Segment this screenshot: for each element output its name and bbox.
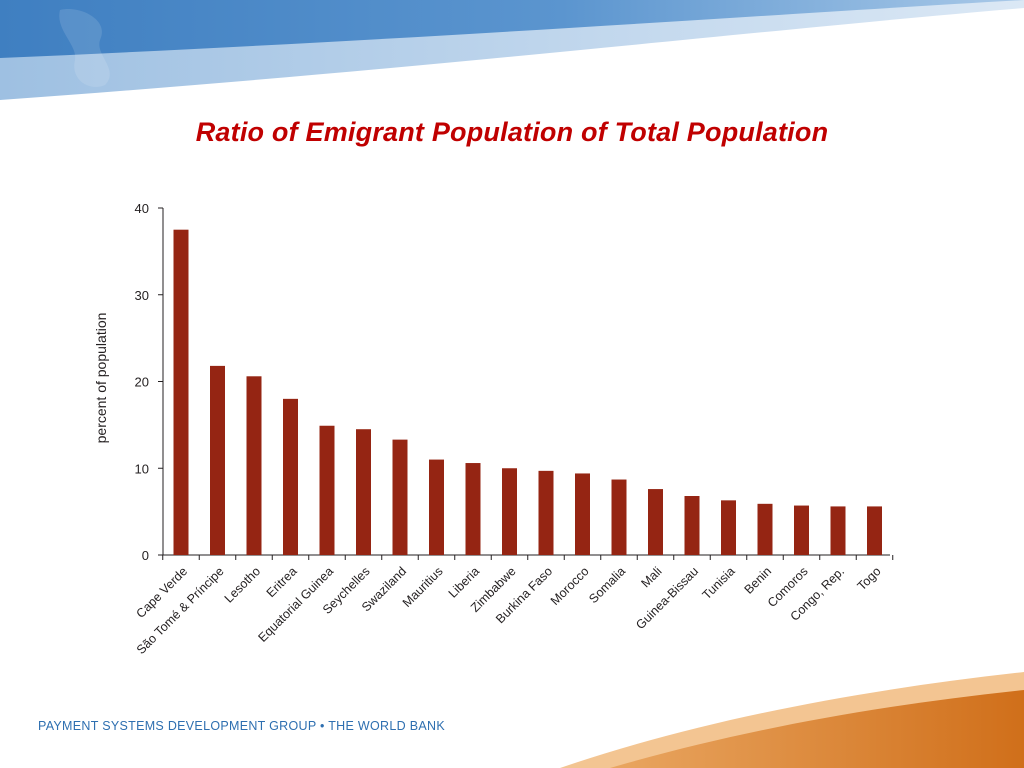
x-tick-label: Somalia <box>586 564 628 606</box>
y-axis: 0 10 20 30 40 <box>135 201 164 563</box>
y-tick-label: 0 <box>142 548 149 563</box>
x-tick-label: Tunisia <box>700 564 738 602</box>
bar <box>721 500 736 555</box>
bars <box>173 229 882 555</box>
y-tick-label: 10 <box>135 461 149 476</box>
bar <box>538 470 554 555</box>
header-banner <box>0 0 1024 100</box>
bar <box>684 496 700 555</box>
y-tick-label: 30 <box>135 288 149 303</box>
x-tick-label: Lesotho <box>222 564 263 605</box>
x-tick-label: Mali <box>639 564 665 590</box>
bar <box>429 459 444 555</box>
x-tick-label: Eritrea <box>264 564 300 600</box>
y-tick-label: 20 <box>135 375 149 390</box>
y-axis-label: percent of population <box>93 313 109 444</box>
bar <box>392 439 408 555</box>
bar <box>611 479 627 555</box>
x-tick-label: Mauritius <box>400 564 446 610</box>
bar <box>757 503 773 555</box>
y-tick-label: 40 <box>135 201 149 216</box>
footer-text: PAYMENT SYSTEMS DEVELOPMENT GROUP • THE … <box>38 719 445 733</box>
slide-title: Ratio of Emigrant Population of Total Po… <box>195 117 829 147</box>
bar <box>465 463 481 555</box>
footer-swoosh <box>560 672 1024 768</box>
bar <box>830 506 846 555</box>
bar <box>502 468 517 555</box>
bar <box>283 398 298 555</box>
x-tick-label: Morocco <box>548 564 592 608</box>
bar <box>794 505 809 555</box>
bar <box>356 429 371 555</box>
bar <box>210 365 225 555</box>
bar <box>173 229 189 555</box>
bar <box>648 489 663 555</box>
x-tick-label: Benin <box>742 564 775 597</box>
x-tick-label: Togo <box>855 564 884 593</box>
bar <box>319 425 335 555</box>
bar <box>246 376 262 555</box>
bar <box>867 506 882 555</box>
bar <box>575 473 590 555</box>
